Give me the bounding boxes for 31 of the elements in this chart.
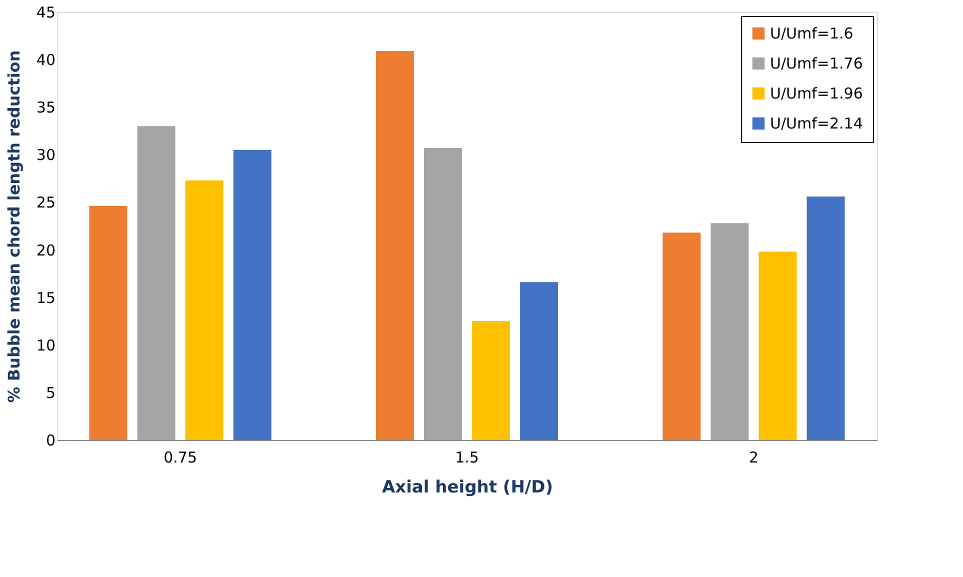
y-tick-label: 10 [36,336,56,354]
bar [472,321,510,440]
y-tick-label: 5 [46,384,56,402]
y-tick-label: 40 [36,51,56,70]
bar [758,252,797,440]
y-tick-label: 25 [36,194,56,212]
bar [520,282,558,440]
x-tick-label: 2 [748,448,758,466]
bar [233,150,272,440]
bar [137,126,176,440]
legend-label: U/Umf=1.76 [770,54,863,72]
x-tick-label: 0.75 [164,448,197,466]
legend-label: U/Umf=1.96 [770,84,863,102]
y-tick-label: 15 [36,288,56,307]
y-tick-label: 30 [36,146,56,164]
x-axis-title: Axial height (H/D) [382,478,554,498]
y-tick-label: 0 [46,432,56,450]
y-tick-label: 45 [36,4,56,22]
legend-label: U/Umf=2.14 [770,114,863,132]
bar [376,50,414,440]
bar [710,223,749,440]
bar [89,206,128,440]
legend-label: U/Umf=1.6 [770,24,854,42]
y-tick-label: 20 [36,241,56,260]
y-tick-label: 35 [36,98,56,117]
bar [424,148,462,440]
x-tick-label: 1.5 [455,448,479,466]
bar [806,196,845,440]
y-axis-title: % Bubble mean chord length reduction [4,50,24,403]
bar [662,232,701,440]
bar [185,180,224,440]
